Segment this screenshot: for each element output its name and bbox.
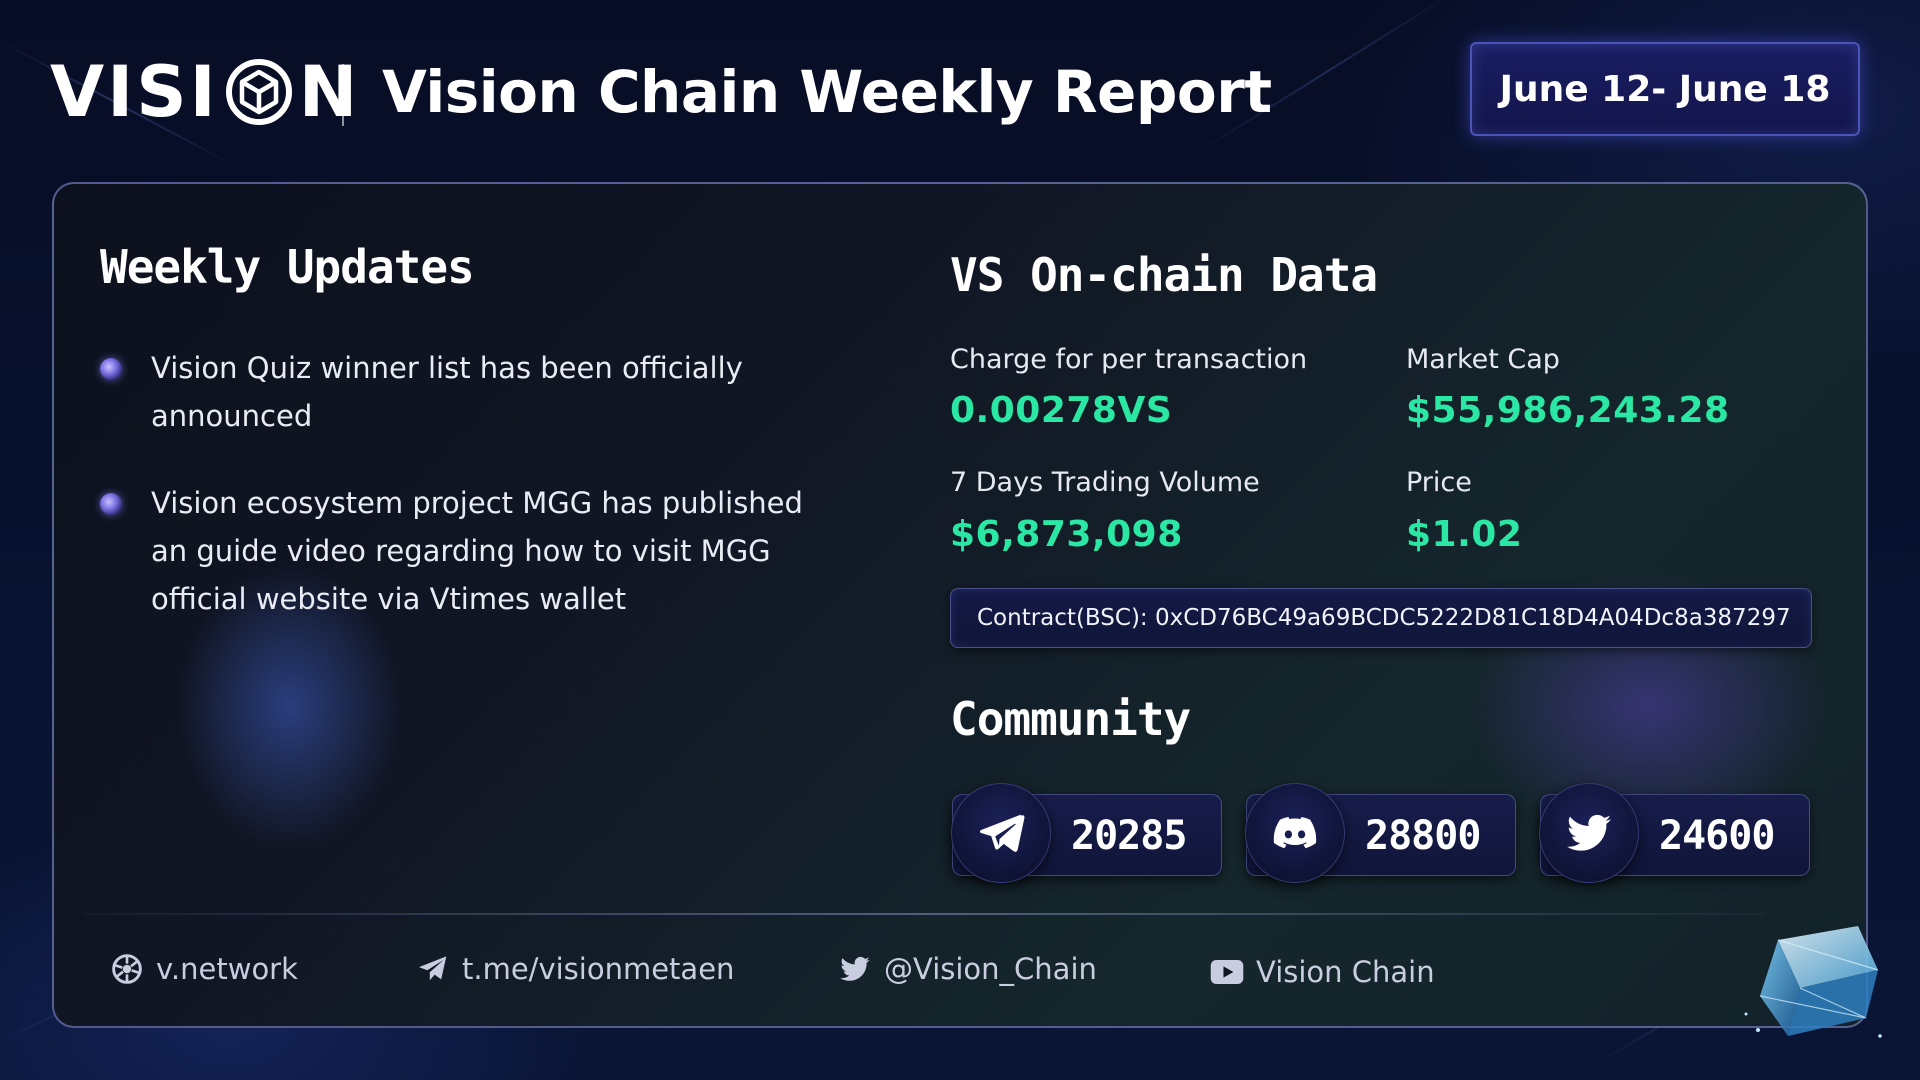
telegram-icon (416, 952, 450, 986)
crystal-cube-decoration (1744, 926, 1882, 1038)
community-title: Community (950, 692, 1191, 746)
twitter-count: 24600 (1659, 813, 1775, 859)
update-text: Vision ecosystem project MGG has publish… (151, 486, 803, 616)
telegram-count: 20285 (1071, 813, 1187, 859)
footer-twitter-text: @Vision_Chain (884, 952, 1097, 986)
footer-youtube-text: Vision Chain (1256, 955, 1435, 989)
community-card-discord[interactable]: 28800 (1245, 783, 1516, 883)
stat-value-fee: 0.00278VS (950, 390, 1173, 431)
community-card-twitter[interactable]: 24600 (1539, 783, 1810, 883)
telegram-icon (951, 783, 1051, 883)
report-panel: Weekly Updates Vision Quiz winner list h… (52, 182, 1868, 1028)
footer-link-website[interactable]: v.network (110, 944, 298, 994)
footer-divider (84, 913, 1764, 915)
vision-logo: VISI N (50, 52, 360, 132)
bullet-icon (100, 358, 122, 380)
update-text: Vision Quiz winner list has been officia… (151, 351, 743, 433)
footer-link-youtube[interactable]: Vision Chain (1210, 947, 1435, 997)
contract-address-box[interactable]: Contract(BSC): 0xCD76BC49a69BCDC5222D81C… (950, 588, 1812, 648)
stat-label-volume: 7 Days Trading Volume (950, 467, 1260, 498)
footer-link-telegram[interactable]: t.me/visionmetaen (416, 944, 734, 994)
cube-logo-icon (225, 59, 292, 125)
youtube-icon (1210, 955, 1244, 989)
bullet-icon (100, 493, 122, 515)
date-range-text: June 12- June 18 (1499, 68, 1831, 110)
stat-value-price: $1.02 (1406, 514, 1523, 555)
contract-address: Contract(BSC): 0xCD76BC49a69BCDC5222D81C… (977, 605, 1791, 631)
stat-value-volume: $6,873,098 (950, 514, 1183, 555)
header-divider (342, 64, 344, 126)
twitter-icon (1539, 783, 1639, 883)
logo-text-right: N (298, 51, 361, 133)
twitter-icon (838, 952, 872, 986)
footer-link-twitter[interactable]: @Vision_Chain (838, 944, 1097, 994)
logo-text-left: VISI (50, 51, 219, 133)
globe-icon (110, 952, 144, 986)
weekly-updates-title: Weekly Updates (100, 240, 475, 294)
stat-label-market-cap: Market Cap (1406, 344, 1560, 375)
discord-count: 28800 (1365, 813, 1481, 859)
community-card-telegram[interactable]: 20285 (951, 783, 1222, 883)
discord-icon (1245, 783, 1345, 883)
footer-telegram-text: t.me/visionmetaen (462, 952, 735, 986)
stat-label-fee: Charge for per transaction (950, 344, 1308, 375)
onchain-data-title: VS On-chain Data (950, 248, 1378, 302)
date-range-badge: June 12- June 18 (1470, 42, 1860, 136)
stat-label-price: Price (1406, 467, 1472, 498)
stat-value-market-cap: $55,986,243.28 (1406, 390, 1730, 431)
page-title: Vision Chain Weekly Report (382, 58, 1272, 126)
footer-website-text: v.network (156, 952, 298, 986)
